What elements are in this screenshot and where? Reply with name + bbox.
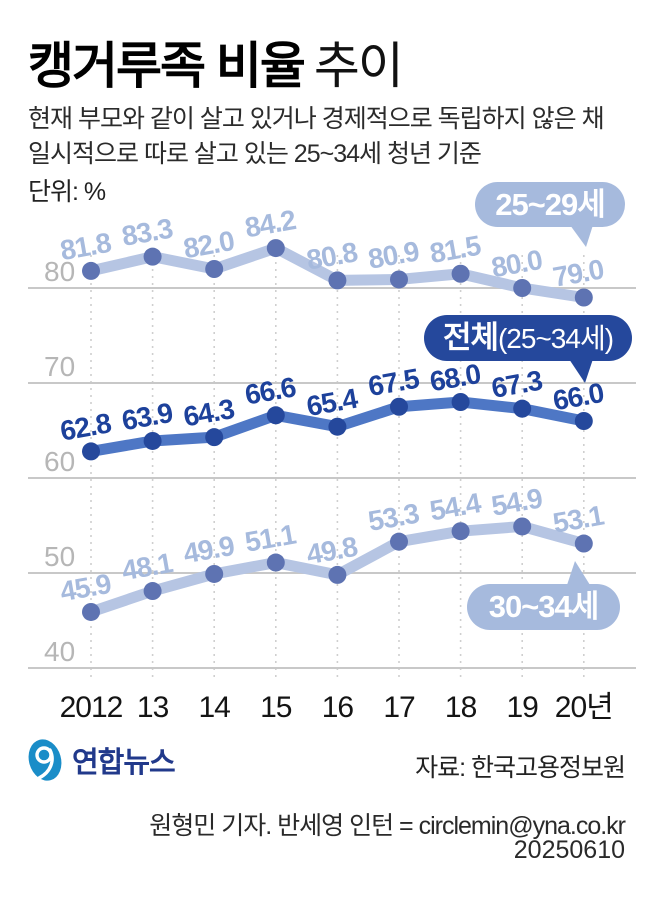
data-point: [390, 270, 408, 289]
data-point-label: 81.5: [427, 230, 483, 269]
data-point-label: 79.0: [551, 253, 607, 292]
data-point: [328, 417, 347, 436]
x-axis-tick-label: 18: [445, 691, 477, 724]
data-point-label: 80.0: [489, 244, 545, 283]
data-point: [390, 397, 408, 416]
y-axis-tick-label: 70: [44, 351, 75, 382]
data-point: [513, 399, 532, 418]
byline: 원형민 기자. 반세영 인턴 = circlemin@yna.co.kr: [149, 812, 626, 840]
data-point: [266, 239, 285, 258]
x-axis-tick-label: 20년: [555, 691, 613, 724]
data-source: 자료: 한국고용정보원: [415, 754, 626, 782]
data-point-label: 62.8: [58, 407, 114, 446]
data-point: [451, 393, 470, 411]
legend-badge-25-29: 25~29세: [475, 182, 625, 247]
data-point-label: 49.9: [181, 530, 237, 569]
title-sub: 추이: [313, 38, 404, 94]
x-axis-tick-label: 19: [507, 691, 539, 724]
data-point-label: 48.1: [119, 547, 175, 586]
data-point: [205, 564, 224, 583]
legend-badge-25-29-label: 25~29세: [495, 187, 606, 222]
data-point-label: 82.0: [181, 225, 237, 264]
page-title: 캥거루족 비율 추이: [28, 26, 404, 98]
data-point-label: 81.8: [58, 227, 114, 266]
data-point: [266, 406, 285, 425]
legend-badge-total-paren: (25~34세): [497, 323, 614, 354]
legend-badge-30-34-label: 30~34세: [488, 589, 600, 624]
chart-description: 현재 부모와 같이 살고 있거나 경제적으로 독립하지 않은 채 일시적으로 따…: [28, 102, 605, 172]
yonhap-logo-group: 연합뉴스: [26, 736, 176, 784]
title-main: 캥거루족 비율: [28, 38, 306, 94]
data-point: [205, 428, 224, 447]
data-point: [328, 271, 347, 290]
data-point-label: 54.4: [427, 487, 484, 527]
data-point: [143, 431, 162, 450]
data-point: [574, 288, 593, 307]
data-point-label: 63.9: [119, 397, 175, 436]
data-point-label: 80.8: [304, 236, 360, 275]
description-line-2: 일시적으로 따로 살고 있는 25~34세 청년 기준: [28, 140, 482, 168]
x-axis-tick-label: 15: [260, 691, 292, 724]
data-point: [513, 517, 532, 536]
x-axis-tick-label: 2012: [60, 691, 123, 724]
data-point: [328, 565, 347, 584]
data-point: [82, 602, 100, 621]
unit-label: 단위: %: [28, 178, 106, 206]
y-axis-tick-label: 50: [44, 541, 75, 572]
legend-badge-total: 전체(25~34세): [424, 315, 632, 383]
description-line-1: 현재 부모와 같이 살고 있거나 경제적으로 독립하지 않은 채: [28, 105, 605, 133]
data-point: [451, 264, 470, 283]
data-point: [574, 534, 593, 553]
data-point: [143, 582, 162, 601]
y-axis-tick-label: 40: [44, 636, 75, 667]
data-point: [82, 442, 100, 461]
data-point: [82, 261, 100, 280]
legend-badge-total-strong: 전체: [442, 320, 499, 355]
x-axis-tick-label: 16: [322, 691, 354, 724]
data-point-label: 67.5: [366, 363, 422, 402]
y-axis-tick-label: 80: [44, 256, 75, 287]
data-point: [143, 247, 162, 266]
data-point: [513, 279, 532, 297]
badge-tail-up-icon: [567, 561, 590, 585]
data-point: [451, 522, 470, 541]
data-point: [390, 532, 408, 551]
data-point-label: 53.1: [551, 499, 607, 538]
data-point: [574, 412, 593, 430]
badge-tail-down-icon: [569, 359, 593, 383]
data-point-label: 54.9: [489, 482, 545, 521]
y-axis-tick-label: 60: [44, 446, 75, 477]
data-point-label: 65.4: [304, 382, 361, 422]
data-point-label: 83.3: [119, 213, 175, 252]
data-point-label: 51.1: [243, 518, 299, 557]
data-point-label: 66.6: [243, 371, 299, 410]
data-point-label: 67.3: [489, 365, 545, 404]
x-axis-tick-label: 14: [199, 691, 231, 724]
data-point: [266, 553, 285, 572]
badge-tail-down-icon: [570, 225, 593, 247]
data-point-label: 84.2: [243, 204, 299, 243]
data-point-label: 80.9: [366, 235, 422, 274]
data-point-label: 68.0: [427, 358, 483, 397]
x-axis-tick-label: 13: [137, 691, 169, 724]
publish-date: 20250610: [513, 836, 625, 864]
data-point-label: 53.3: [366, 498, 422, 537]
legend-badge-30-34: 30~34세: [467, 561, 620, 630]
x-axis-tick-label: 17: [383, 691, 415, 724]
yonhap-logo-icon: [28, 739, 62, 781]
data-point: [205, 260, 224, 278]
yonhap-logo-text: 연합뉴스: [72, 747, 176, 779]
